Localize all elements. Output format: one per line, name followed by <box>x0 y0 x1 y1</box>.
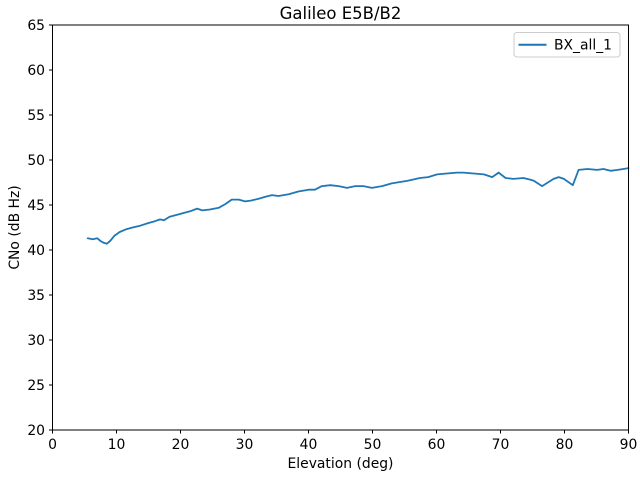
legend-box <box>513 32 621 58</box>
x-axis-ticks: 0 10 20 30 40 50 60 70 80 90 <box>48 430 637 453</box>
chart-title: Galileo E5B/B2 <box>280 4 402 23</box>
x-tick-label: 70 <box>492 437 510 453</box>
y-tick-label: 45 <box>27 198 45 214</box>
y-axis-ticks: 20 25 30 35 40 45 50 55 60 65 <box>27 18 53 439</box>
x-tick-label: 0 <box>48 437 57 453</box>
x-tick-label: 50 <box>364 437 382 453</box>
data-line-bx-all-1 <box>86 167 630 245</box>
y-axis-label: CNo (dB Hz) <box>7 185 23 269</box>
x-tick-label: 20 <box>172 437 190 453</box>
x-tick-label: 80 <box>556 437 574 453</box>
legend: BX_all_1 <box>513 32 621 58</box>
y-tick-label: 50 <box>27 153 45 169</box>
y-tick-label: 65 <box>27 18 45 34</box>
x-tick-label: 10 <box>108 437 126 453</box>
plot-border <box>52 24 629 431</box>
x-tick-label: 30 <box>236 437 254 453</box>
y-tick-label: 25 <box>27 378 45 394</box>
y-tick-label: 40 <box>27 243 45 259</box>
x-tick-label: 40 <box>300 437 318 453</box>
y-tick-label: 35 <box>27 288 45 304</box>
x-axis-label: Elevation (deg) <box>288 456 394 472</box>
y-tick-label: 55 <box>27 108 45 124</box>
x-tick-label: 90 <box>620 437 638 453</box>
legend-label: BX_all_1 <box>554 37 612 53</box>
x-tick-label: 60 <box>428 437 446 453</box>
y-tick-label: 60 <box>27 63 45 79</box>
y-tick-label: 30 <box>27 333 45 349</box>
y-tick-label: 20 <box>27 423 45 439</box>
